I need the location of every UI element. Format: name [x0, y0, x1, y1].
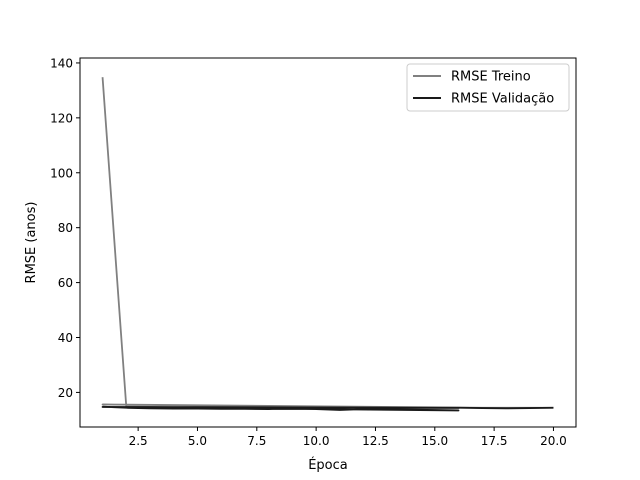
series-line-rmse-validacao — [101, 405, 554, 412]
x-tick-label: 12.5 — [362, 434, 389, 448]
series-layer — [101, 77, 554, 412]
legend: RMSE Treino RMSE Validação — [406, 63, 570, 112]
y-tick-label: 20 — [58, 386, 73, 400]
y-tick-label: 120 — [50, 111, 73, 125]
y-tick-label: 100 — [50, 166, 73, 180]
y-tick-label: 60 — [58, 276, 73, 290]
y-axis-label: RMSE (anos) — [24, 202, 39, 284]
y-tick-label: 40 — [58, 331, 73, 345]
legend-box — [406, 63, 570, 112]
y-axis: 20 40 60 80 100 120 140 — [50, 56, 80, 400]
x-tick-label: 15.0 — [421, 434, 448, 448]
legend-label-rmse-treino: RMSE Treino — [451, 70, 531, 85]
x-tick-label: 10.0 — [303, 434, 330, 448]
legend-label-rmse-validacao: RMSE Validação — [451, 92, 554, 107]
y-tick-label: 140 — [50, 56, 73, 70]
x-tick-label: 7.5 — [247, 434, 266, 448]
x-tick-label: 17.5 — [481, 434, 508, 448]
x-tick-label: 20.0 — [540, 434, 567, 448]
x-axis: 2.5 5.0 7.5 10.0 12.5 15.0 17.5 20.0 — [129, 427, 567, 448]
plot-frame — [79, 57, 577, 428]
x-tick-label: 5.0 — [188, 434, 207, 448]
y-tick-label: 80 — [58, 221, 73, 235]
x-axis-label: Época — [308, 457, 348, 473]
plot-area — [80, 58, 576, 427]
x-tick-label: 2.5 — [129, 434, 148, 448]
